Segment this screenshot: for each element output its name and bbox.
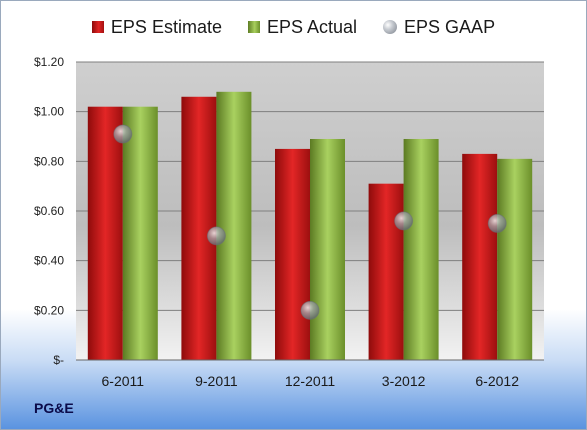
bar-eps-actual (310, 138, 345, 360)
y-tick-label: $1.00 (34, 105, 64, 119)
point-eps-gaap (206, 226, 226, 246)
legend-item-gaap: EPS GAAP (383, 17, 495, 38)
y-tick-label: $0.60 (34, 204, 64, 218)
legend-label-actual: EPS Actual (266, 16, 358, 37)
y-tick-label: $1.20 (34, 55, 64, 69)
company-label: PG&E (34, 400, 74, 416)
point-eps-gaap (394, 211, 414, 231)
legend-item-estimate: EPS Estimate (91, 16, 222, 38)
bar-eps-actual (216, 91, 252, 361)
legend-swatch-estimate (91, 21, 104, 33)
point-eps-gaap (113, 124, 133, 144)
y-tick-label: $0.40 (34, 254, 64, 268)
bar-eps-estimate (462, 153, 498, 360)
y-tick-label: $0.20 (34, 303, 64, 317)
x-tick-label: 6-2012 (475, 373, 519, 389)
bar-eps-actual (403, 138, 439, 360)
legend-label-gaap: EPS GAAP (404, 16, 496, 37)
x-tick-label: 6-2011 (102, 373, 145, 389)
legend-swatch-gaap (383, 20, 398, 34)
bar-eps-estimate (368, 183, 404, 360)
legend-label-estimate: EPS Estimate (110, 16, 222, 37)
legend-item-actual: EPS Actual (247, 16, 358, 38)
x-tick-label: 12-2011 (285, 373, 336, 389)
point-eps-gaap (487, 213, 507, 233)
bar-eps-actual (122, 106, 158, 360)
bar-eps-actual (497, 158, 533, 360)
x-tick-label: 3-2012 (382, 373, 426, 389)
bar-eps-estimate (275, 148, 310, 360)
legend-swatch-actual (247, 21, 260, 33)
x-tick-label: 9-2011 (195, 373, 238, 389)
point-eps-gaap (300, 300, 320, 320)
y-tick-label: $- (53, 353, 64, 367)
y-tick-label: $0.80 (34, 154, 64, 168)
legend: EPS Estimate EPS Actual EPS GAAP (0, 14, 587, 40)
bar-eps-estimate (87, 106, 123, 360)
